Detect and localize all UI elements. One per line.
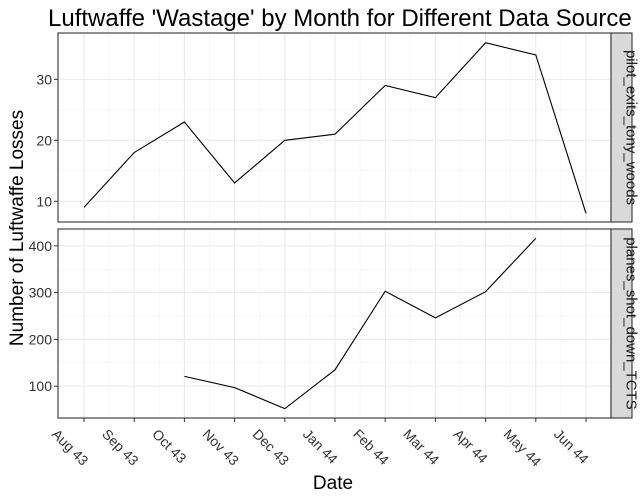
x-tick-label: Mar 44: [400, 426, 442, 468]
x-tick-label: Sep 43: [99, 426, 142, 469]
x-tick-label: Apr 44: [450, 426, 491, 467]
y-tick-label: 300: [29, 285, 53, 301]
y-tick-label: 400: [29, 238, 53, 254]
panels: 10 20 30 pilot_exits_tony_woods 100 200 300 400…: [29, 32, 640, 419]
y-tick-label: 100: [29, 378, 53, 394]
facet-strip: [610, 228, 633, 419]
chart-title: Luftwaffe 'Wastage' by Month for Differe…: [48, 5, 632, 32]
x-tick-label: May 44: [501, 426, 545, 470]
x-tick-label: Nov 43: [199, 426, 242, 469]
series-line: [184, 237, 537, 410]
x-tick-label: Jun 44: [551, 426, 592, 467]
y-axis-title: Number of Luftwaffe Losses: [7, 110, 28, 346]
x-axis-title: Date: [313, 473, 353, 494]
y-tick-label: 10: [36, 193, 52, 209]
facet-strip-label: planes_shot_down_TCTS: [623, 237, 640, 410]
x-tick-label: Feb 44: [350, 426, 392, 468]
y-tick-label: 30: [36, 71, 52, 87]
y-tick-label: 200: [29, 331, 53, 347]
x-tick-label: Jan 44: [300, 426, 341, 467]
x-tick-label: Aug 43: [49, 426, 92, 469]
facet-strip: [610, 32, 633, 223]
facet-strip-label: pilot_exits_tony_woods: [623, 50, 640, 205]
x-tick-label: Dec 43: [250, 426, 293, 469]
panel-2: 100 200 300 400 planes_shot_down_TCTS: [29, 228, 640, 419]
x-axis: Aug 43 Sep 43 Oct 43 Nov 43 Dec 43 Jan 44 Feb …: [49, 418, 592, 470]
x-tick-label: Oct 43: [149, 426, 190, 467]
series-line: [83, 42, 587, 214]
y-tick-label: 20: [36, 132, 52, 148]
panel-1: 10 20 30 pilot_exits_tony_woods: [36, 32, 640, 223]
